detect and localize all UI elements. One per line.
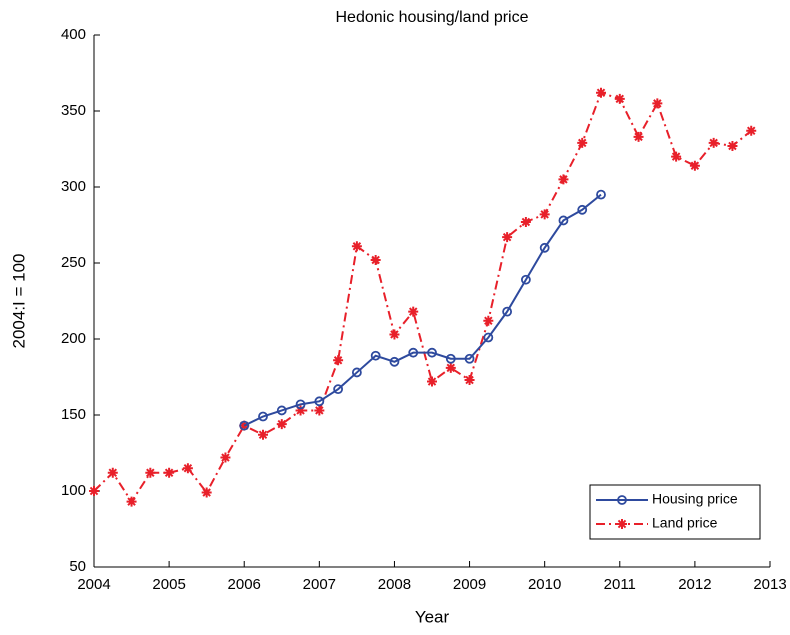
marker: [445, 362, 456, 373]
x-tick-label: 2012: [678, 576, 711, 593]
marker: [539, 209, 550, 220]
marker: [464, 353, 475, 364]
legend-box: [589, 484, 761, 540]
marker: [314, 396, 325, 407]
chart-title: Hedonic housing/land price: [335, 9, 528, 26]
x-tick-label: 2009: [453, 576, 486, 593]
marker: [389, 356, 400, 367]
marker: [295, 399, 306, 410]
marker: [145, 467, 156, 478]
marker: [746, 125, 757, 136]
marker: [239, 420, 250, 431]
x-tick-label: 2007: [303, 576, 336, 593]
marker: [577, 137, 588, 148]
marker: [107, 467, 118, 478]
marker: [520, 274, 531, 285]
y-tick-label: 150: [61, 406, 86, 423]
marker: [520, 216, 531, 227]
marker: [258, 411, 268, 422]
marker: [502, 232, 513, 243]
marker: [427, 347, 437, 358]
x-tick-label: 2013: [753, 576, 786, 593]
marker: [671, 151, 682, 162]
marker: [182, 463, 193, 474]
marker: [464, 375, 475, 386]
series-line: [93, 91, 752, 504]
marker: [126, 496, 137, 507]
marker: [239, 420, 250, 431]
marker: [427, 376, 437, 387]
y-tick-label: 50: [69, 558, 86, 575]
x-tick-label: 2010: [528, 576, 561, 593]
marker: [408, 347, 419, 358]
marker: [596, 87, 606, 98]
marker: [502, 306, 513, 317]
marker: [539, 242, 550, 253]
marker: [408, 306, 419, 317]
marker: [727, 140, 738, 151]
marker: [689, 160, 700, 171]
marker: [314, 405, 325, 416]
marker: [577, 204, 588, 215]
marker: [295, 405, 306, 416]
x-tick-label: 2008: [378, 576, 411, 593]
marker: [445, 353, 456, 364]
marker: [333, 355, 344, 366]
marker: [652, 98, 663, 109]
marker: [164, 467, 175, 478]
marker: [201, 487, 212, 498]
x-tick-label: 2005: [152, 576, 185, 593]
marker: [617, 495, 627, 505]
x-tick-label: 2004: [77, 576, 110, 593]
marker: [276, 419, 287, 430]
marker: [558, 215, 569, 226]
x-tick-label: 2006: [228, 576, 261, 593]
marker: [220, 452, 231, 463]
marker: [351, 367, 362, 378]
marker: [483, 332, 494, 343]
marker: [333, 384, 344, 395]
marker: [708, 137, 719, 148]
marker: [389, 329, 400, 340]
legend-label: Land price: [652, 515, 718, 531]
marker: [276, 405, 287, 416]
marker: [617, 519, 627, 529]
marker: [351, 241, 362, 252]
y-tick-label: 400: [61, 26, 86, 43]
x-axis-label: Year: [415, 607, 450, 626]
y-tick-label: 100: [61, 482, 86, 499]
x-tick-label: 2011: [604, 576, 636, 593]
y-tick-label: 200: [61, 330, 86, 347]
marker: [370, 350, 381, 361]
marker: [558, 174, 569, 185]
y-tick-label: 350: [61, 102, 86, 119]
marker: [370, 254, 381, 265]
y-tick-label: 300: [61, 178, 86, 195]
y-tick-label: 250: [61, 254, 86, 271]
marker: [614, 93, 625, 104]
legend-label: Housing price: [652, 491, 738, 507]
marker: [483, 315, 494, 326]
y-axis-label: 2004:I = 100: [9, 253, 28, 348]
series-line: [243, 193, 602, 427]
marker: [89, 486, 99, 496]
marker: [633, 131, 644, 142]
marker: [258, 429, 268, 440]
marker: [596, 189, 606, 200]
